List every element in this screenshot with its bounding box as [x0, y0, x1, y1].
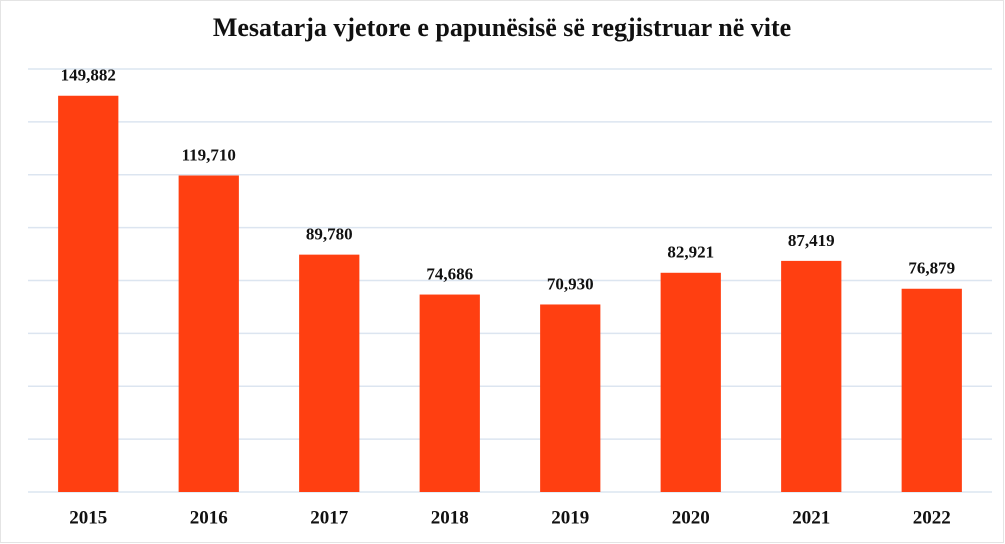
x-tick-label: 2022 [913, 507, 951, 528]
x-tick-label: 2017 [310, 507, 349, 528]
bar [299, 254, 360, 492]
value-label: 89,780 [306, 225, 353, 244]
value-label: 76,879 [908, 259, 955, 278]
value-label: 74,686 [426, 264, 473, 283]
bar [540, 304, 601, 492]
x-tick-label: 2015 [69, 507, 107, 528]
bar [178, 175, 239, 492]
bar [901, 288, 962, 492]
bar [781, 260, 842, 492]
x-tick-label: 2019 [551, 507, 589, 528]
value-label: 119,710 [182, 145, 236, 164]
x-tick-label: 2020 [672, 507, 710, 528]
bar [660, 272, 721, 492]
chart-title: Mesatarja vjetore e papunësisë së regjis… [213, 13, 791, 42]
value-label: 149,882 [61, 66, 116, 85]
value-label: 87,419 [788, 231, 835, 250]
bar [58, 95, 119, 493]
x-tick-label: 2016 [190, 507, 228, 528]
x-tick-label: 2018 [431, 507, 469, 528]
value-label: 70,930 [547, 274, 594, 293]
value-label: 82,921 [667, 243, 714, 262]
x-tick-label: 2021 [792, 507, 830, 528]
bar [419, 294, 480, 492]
